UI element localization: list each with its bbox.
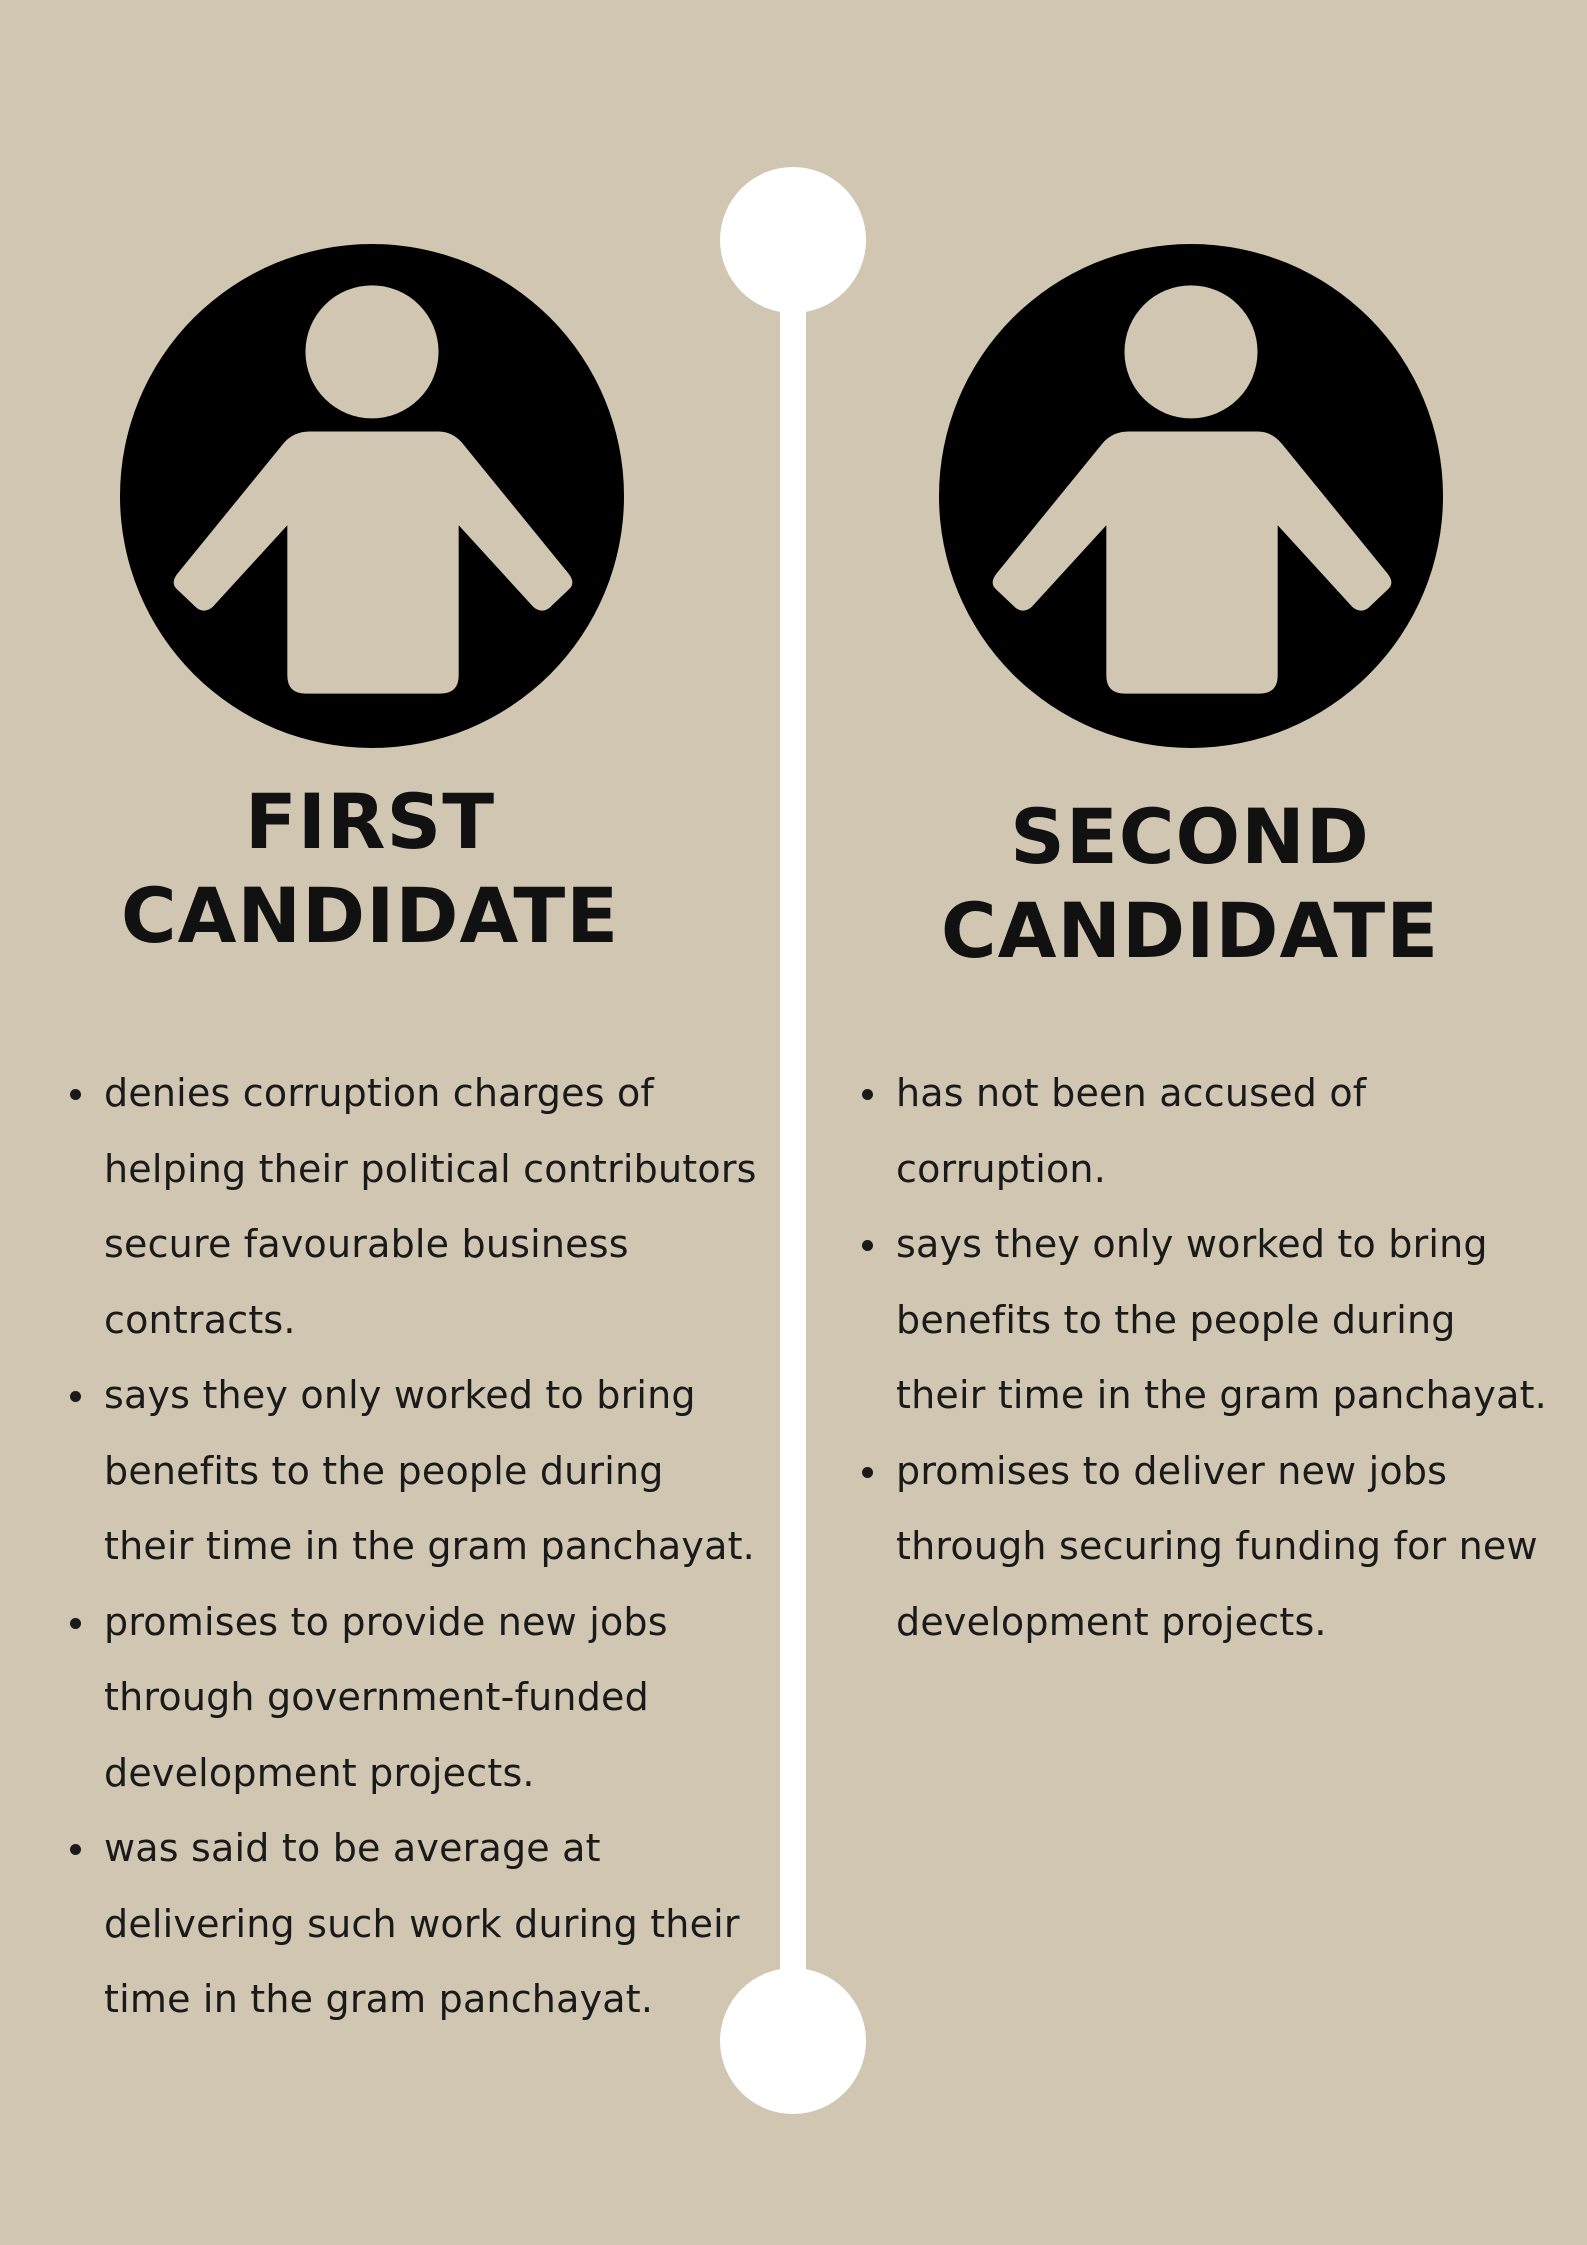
first-candidate-title-line1: FIRST [244,777,496,866]
list-item: promises to deliver new jobs through sec… [862,1434,1587,1661]
person-icon [120,244,624,748]
second-candidate-title: SECOND CANDIDATE [920,790,1460,978]
list-item: denies corruption charges of helping the… [70,1056,824,1358]
second-candidate-points: has not been accused of corruption. says… [860,1056,1587,1660]
list-item: has not been accused of corruption. [862,1056,1587,1207]
second-candidate-title-line1: SECOND [1010,792,1370,881]
center-divider-line [780,240,806,2040]
first-candidate-points: denies corruption charges of helping the… [68,1056,824,2038]
list-item: says they only worked to bring benefits … [862,1207,1587,1434]
person-icon [939,244,1443,748]
first-candidate-title-line2: CANDIDATE [120,871,620,960]
first-candidate-title: FIRST CANDIDATE [100,775,640,963]
list-item: was said to be average at delivering suc… [70,1811,824,2038]
list-item: says they only worked to bring benefits … [70,1358,824,1585]
divider-bottom-dot [720,1968,866,2114]
divider-top-dot [720,167,866,313]
second-candidate-title-line2: CANDIDATE [940,886,1440,975]
list-item: promises to provide new jobs through gov… [70,1585,824,1812]
